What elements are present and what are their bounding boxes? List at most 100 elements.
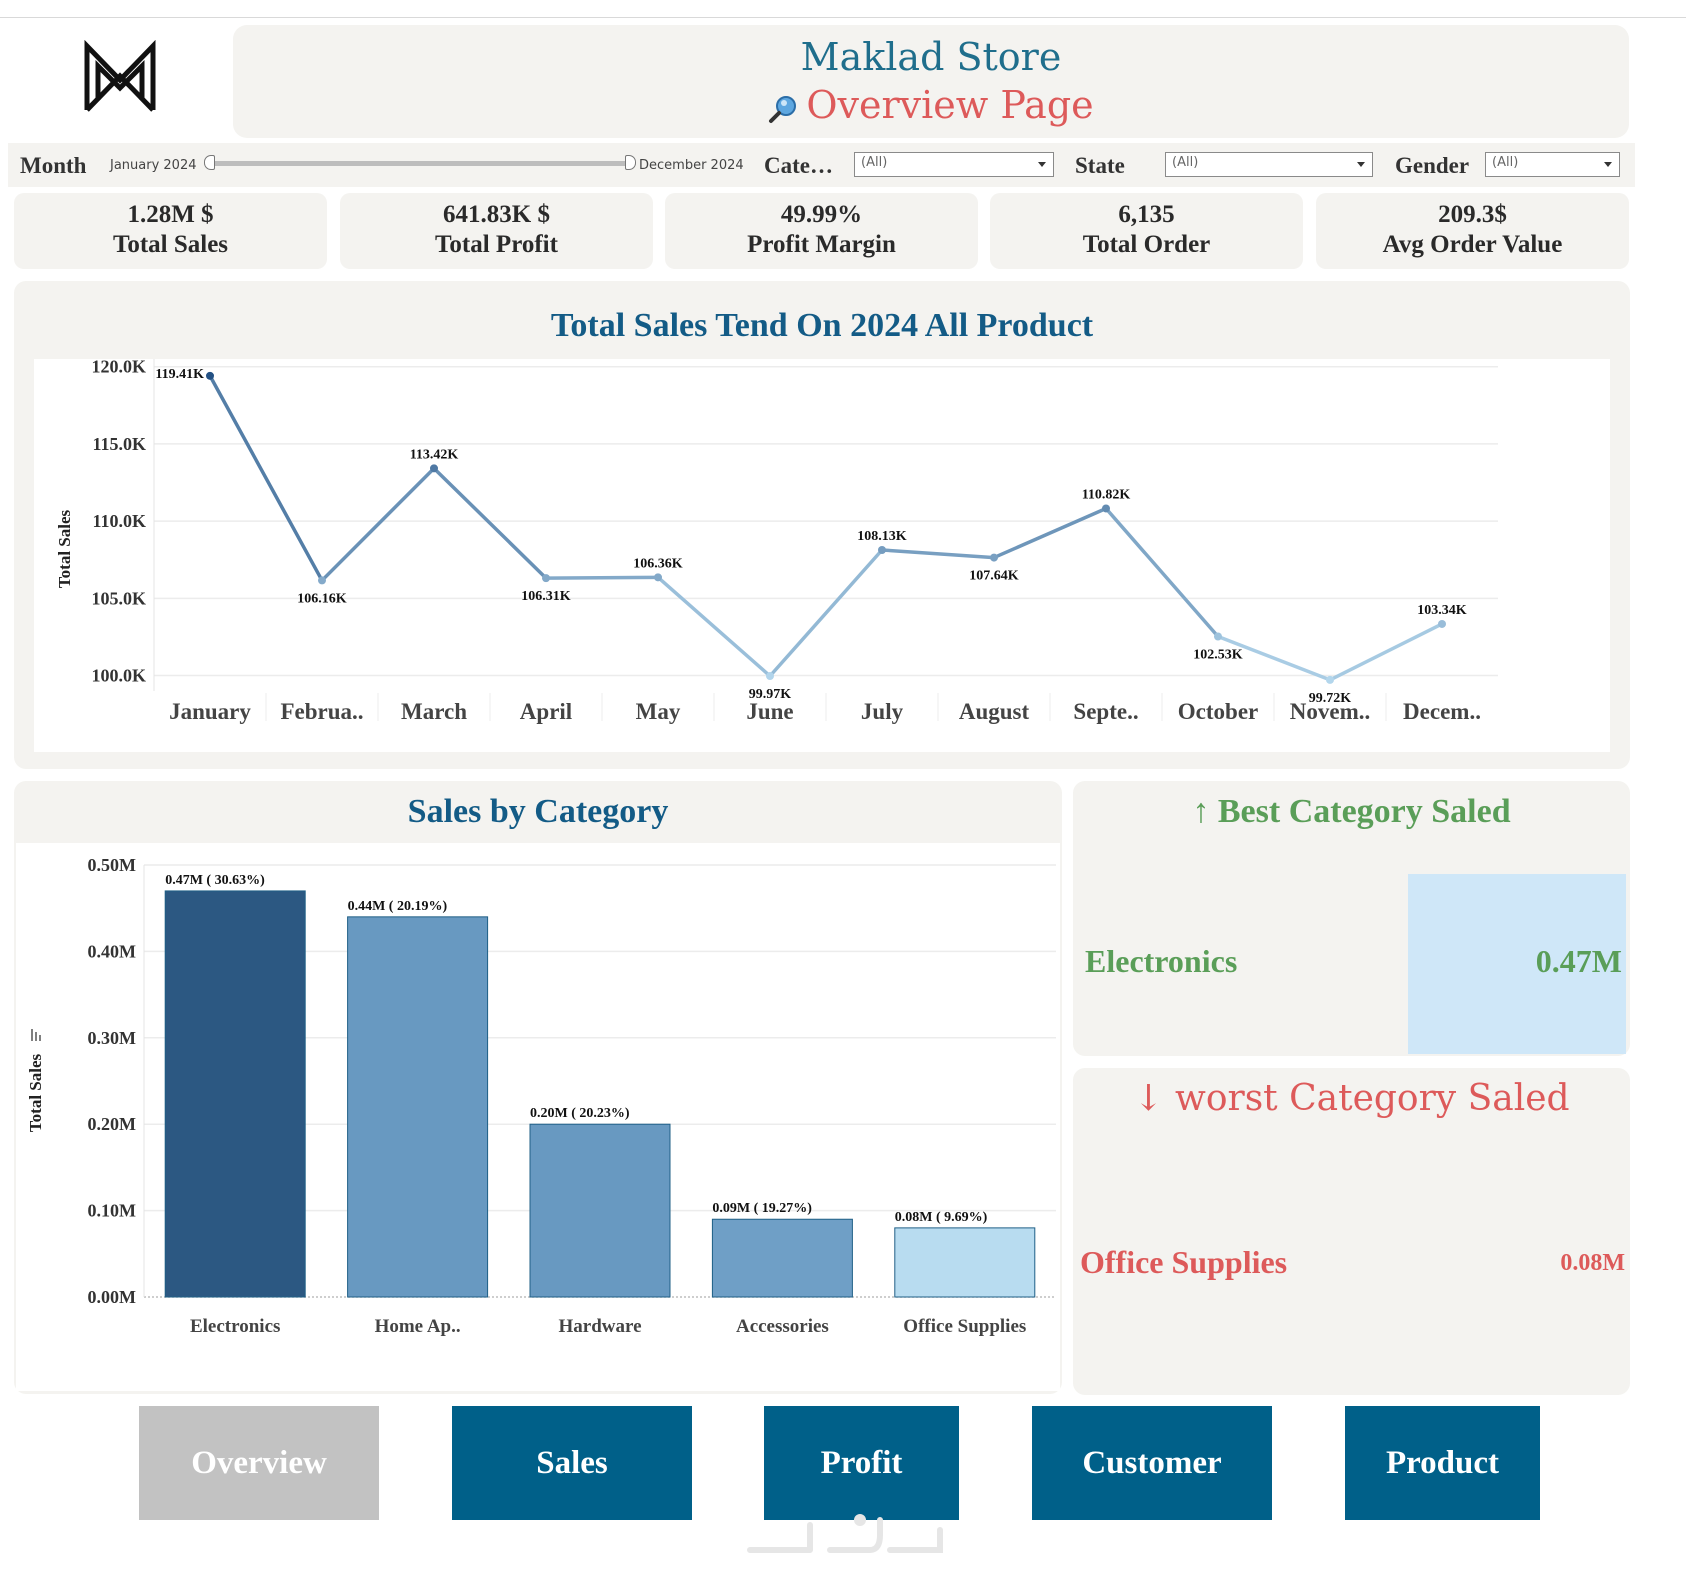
sales-by-category-chart: Total Sales 0.50M 0.40M 0.30M 0.20M 0.10M 0.0… [16,843,1060,1391]
gender-dropdown-value: (All) [1492,155,1519,170]
gender-dropdown[interactable]: (All) [1485,152,1620,177]
x-tick-label: July [861,699,904,724]
data-label: 119.41K [155,367,204,382]
sales-trend-chart: Total Sales 120.0K 115.0K 110.0K 105.0K 100.… [34,359,1610,752]
category-filter-label: Cate… [764,153,833,178]
category-bar[interactable] [347,916,489,1298]
trend-point[interactable] [878,546,886,555]
kpi-label: Profit Margin [747,231,896,258]
category-chart-title: Sales by Category [407,793,669,830]
sort-icon[interactable] [31,1029,41,1041]
data-label: 102.53K [1193,647,1243,662]
trend-line-segment [432,466,548,580]
category-y-axis-title: Total Sales [26,1053,45,1132]
y-tick-label: 0.00M [88,1287,137,1307]
chevron-down-icon [1038,162,1046,167]
month-slider-start-handle[interactable] [204,155,215,170]
kpi-avg-order-value: 209.3$ Avg Order Value [1316,193,1629,269]
x-tick-label: August [959,699,1030,724]
trend-point[interactable] [1438,619,1446,628]
best-category-name: Electronics [1085,943,1238,979]
bar-value-label: 0.44M ( 20.19%) [348,899,448,914]
trend-point[interactable] [542,574,550,583]
x-tick-label: Home Ap.. [375,1316,461,1337]
trend-point[interactable] [318,576,326,585]
chart-background [34,359,1610,752]
bar-value-label: 0.47M ( 30.63%) [165,873,265,888]
worst-category-value: 0.08M [1560,1250,1625,1276]
best-category-value: 0.47M [1535,943,1622,979]
kpi-value: 209.3$ [1438,201,1507,228]
category-bar[interactable] [529,1123,671,1298]
trend-point[interactable] [1326,675,1334,684]
data-label: 110.82K [1082,487,1131,502]
y-tick-label: 0.50M [88,855,137,875]
month-end-label: December 2024 [639,158,744,173]
kpi-label: Avg Order Value [1382,231,1563,258]
state-dropdown[interactable]: (All) [1165,152,1373,177]
magnifier-icon [769,95,797,123]
trend-point[interactable] [1102,504,1110,513]
y-tick-label: 0.30M [88,1028,137,1048]
best-category-title: ↑ Best Category Saled [1192,793,1511,830]
kpi-value: 6,135 [1118,201,1175,228]
x-tick-label: April [520,699,572,724]
trend-point[interactable] [766,672,774,681]
trend-point[interactable] [1214,632,1222,641]
trend-point[interactable] [654,573,662,582]
data-label: 106.16K [297,591,347,606]
x-tick-label: March [401,699,467,724]
kpi-label: Total Order [1082,231,1211,258]
month-slider-track[interactable] [210,161,636,166]
nav-overview-button[interactable]: Overview [139,1406,379,1520]
worst-category-panel: ↓ worst Category Saled Office Supplies 0… [1073,1068,1630,1395]
data-label: 113.42K [410,447,459,462]
kpi-total-sales: 1.28M $ Total Sales [14,193,327,269]
nav-customer-button[interactable]: Customer [1032,1406,1272,1520]
data-label: 107.64K [969,569,1019,584]
x-tick-label: Hardware [558,1316,641,1337]
best-category-highlight [1408,874,1626,1054]
header-banner: Maklad Store Overview Page [233,25,1629,138]
month-slider-end-handle[interactable] [625,155,636,170]
page-title-text: Overview Page [806,83,1094,127]
category-bar[interactable] [894,1227,1036,1298]
trend-point[interactable] [206,371,214,380]
sales-by-category-panel: Sales by Category Total Sales 0.50M 0.40M… [14,781,1062,1394]
page-title: Overview Page [233,83,1629,127]
trend-point[interactable] [990,553,998,562]
chevron-down-icon [1357,162,1365,167]
data-label: 99.97K [749,687,792,702]
x-tick-label: January [169,699,251,724]
category-bar[interactable] [164,890,306,1298]
x-tick-label: October [1178,699,1258,724]
x-tick-label: June [746,699,793,724]
nav-sales-button[interactable]: Sales [452,1406,692,1520]
category-dropdown[interactable]: (All) [854,152,1054,177]
trend-line-segment [656,575,772,678]
nav-profit-button[interactable]: Profit [764,1406,959,1520]
trend-point[interactable] [430,464,438,473]
top-divider [0,17,1686,18]
y-tick-label: 120.0K [91,359,146,377]
month-filter-label: Month [20,153,87,178]
x-tick-label: Novem.. [1290,699,1370,724]
kpi-profit-margin: 49.99% Profit Margin [665,193,978,269]
x-tick-label: Februa.. [280,699,363,724]
chevron-down-icon [1604,162,1612,167]
y-tick-label: 105.0K [91,588,146,608]
nav-product-button[interactable]: Product [1345,1406,1540,1520]
trend-y-axis-title: Total Sales [55,509,74,588]
month-start-label: January 2024 [110,158,197,173]
trend-chart-title: Total Sales Tend On 2024 All Product [550,307,1094,344]
kpi-label: Total Sales [112,231,229,258]
trend-line-segment [1328,622,1444,682]
trend-line-segment [1216,634,1332,682]
data-label: 103.34K [1417,603,1467,618]
category-bar[interactable] [711,1218,853,1298]
y-tick-label: 0.40M [88,941,137,961]
data-label: 108.13K [857,529,907,544]
kpi-total-order: 6,135 Total Order [990,193,1303,269]
bar-value-label: 0.08M ( 9.69%) [895,1210,988,1225]
data-label: 106.36K [633,556,683,571]
